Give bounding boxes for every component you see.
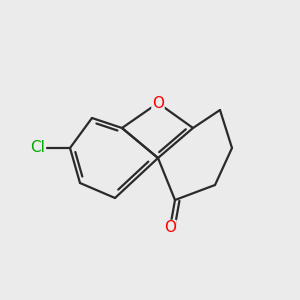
Text: O: O	[164, 220, 176, 236]
Text: Cl: Cl	[31, 140, 45, 155]
Text: O: O	[152, 95, 164, 110]
